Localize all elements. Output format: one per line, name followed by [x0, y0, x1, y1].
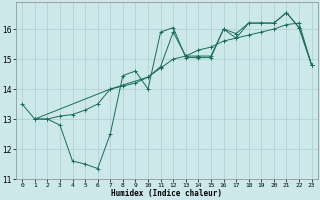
X-axis label: Humidex (Indice chaleur): Humidex (Indice chaleur): [111, 189, 222, 198]
